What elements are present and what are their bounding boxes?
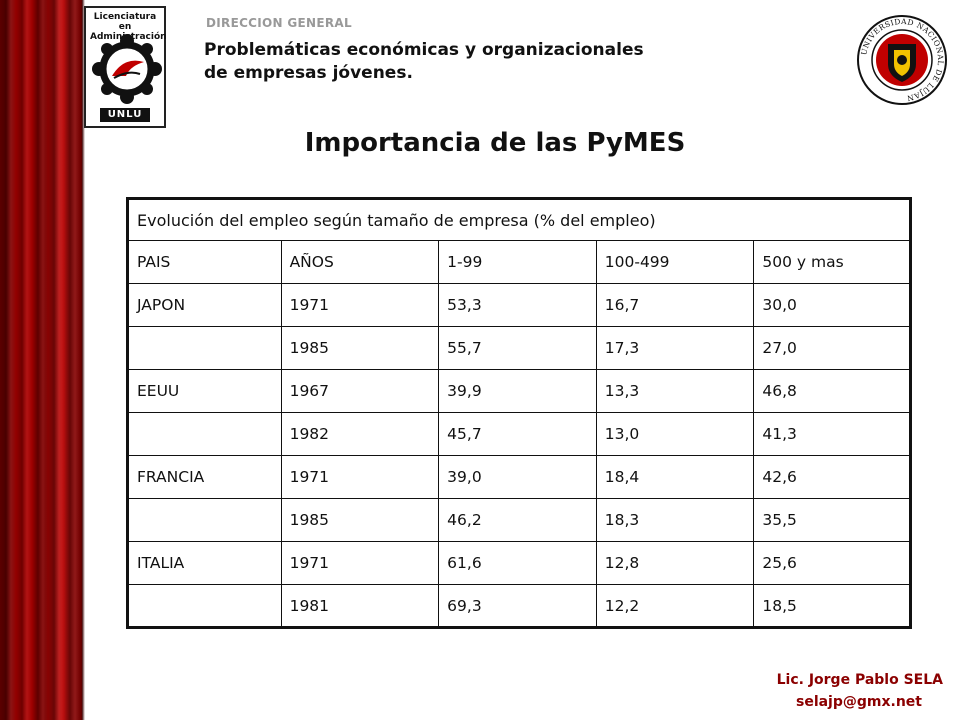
- cell-pais: EEUU: [127, 369, 282, 413]
- table-caption: Evolución del empleo según tamaño de emp…: [127, 198, 911, 241]
- cell-500-mas: 27,0: [753, 326, 911, 370]
- cell-anos: 1971: [280, 455, 440, 499]
- cell-100-499: 12,8: [595, 541, 755, 585]
- cell-1-99: 46,2: [438, 498, 597, 542]
- footer-author: Lic. Jorge Pablo SELA: [776, 672, 943, 688]
- page-title: Importancia de las PyMES: [304, 128, 686, 158]
- cell-100-499: 13,3: [595, 369, 755, 413]
- cell-1-99: 69,3: [438, 584, 597, 628]
- people-circle-icon: [92, 34, 162, 104]
- red-curtain-decoration: [0, 0, 82, 720]
- cell-anos: 1982: [280, 412, 440, 456]
- university-seal-icon: UNIVERSIDAD NACIONAL DE LUJAN: [857, 15, 947, 105]
- cell-1-99: 55,7: [438, 326, 597, 370]
- cell-500-mas: 35,5: [753, 498, 911, 542]
- cell-100-499: 18,4: [595, 455, 755, 499]
- table-header-row: PAIS AÑOS 1-99 100-499 500 y mas: [127, 240, 911, 284]
- table-row: 1985 55,7 17,3 27,0: [127, 326, 911, 370]
- cell-anos: 1985: [280, 326, 440, 370]
- cell-anos: 1971: [280, 541, 440, 585]
- table-row: FRANCIA 1971 39,0 18,4 42,6: [127, 455, 911, 499]
- unlu-badge: UNLU: [100, 108, 150, 122]
- cell-500-mas: 46,8: [753, 369, 911, 413]
- cell-anos: 1971: [280, 283, 440, 327]
- cell-1-99: 39,0: [438, 455, 597, 499]
- cell-500-mas: 18,5: [753, 584, 911, 628]
- cell-pais: FRANCIA: [127, 455, 282, 499]
- subtitle-line1: Problemáticas económicas y organizaciona…: [204, 40, 644, 60]
- cell-500-mas: 30,0: [753, 283, 911, 327]
- cell-500-mas: 42,6: [753, 455, 911, 499]
- cell-1-99: 39,9: [438, 369, 597, 413]
- table-row: 1982 45,7 13,0 41,3: [127, 412, 911, 456]
- cell-anos: 1981: [280, 584, 440, 628]
- cell-anos: 1985: [280, 498, 440, 542]
- header-pais: PAIS: [127, 240, 282, 284]
- employment-table: Evolución del empleo según tamaño de emp…: [126, 197, 912, 629]
- cell-1-99: 45,7: [438, 412, 597, 456]
- table-caption-row: Evolución del empleo según tamaño de emp…: [127, 198, 911, 241]
- cell-100-499: 16,7: [595, 283, 755, 327]
- cell-pais: JAPON: [127, 283, 282, 327]
- cell-pais: [127, 498, 282, 542]
- cell-pais: ITALIA: [127, 541, 282, 585]
- cell-100-499: 18,3: [595, 498, 755, 542]
- cell-100-499: 13,0: [595, 412, 755, 456]
- cell-pais: [127, 412, 282, 456]
- logo-text-line1: Licenciatura en: [93, 12, 157, 32]
- table-row: ITALIA 1971 61,6 12,8 25,6: [127, 541, 911, 585]
- cell-500-mas: 25,6: [753, 541, 911, 585]
- cell-100-499: 12,2: [595, 584, 755, 628]
- table-row: 1985 46,2 18,3 35,5: [127, 498, 911, 542]
- table-row: 1981 69,3 12,2 18,5: [127, 584, 911, 628]
- footer-email: selajp@gmx.net: [795, 694, 922, 710]
- curtain-edge: [82, 0, 85, 720]
- header-anos: AÑOS: [280, 240, 440, 284]
- table-row: EEUU 1967 39,9 13,3 46,8: [127, 369, 911, 413]
- cell-pais: [127, 326, 282, 370]
- cell-500-mas: 41,3: [753, 412, 911, 456]
- header-500-mas: 500 y mas: [753, 240, 911, 284]
- department-label: DIRECCION GENERAL: [206, 16, 352, 30]
- cell-pais: [127, 584, 282, 628]
- table-row: JAPON 1971 53,3 16,7 30,0: [127, 283, 911, 327]
- subtitle-line2: de empresas jóvenes.: [204, 63, 413, 83]
- header-100-499: 100-499: [595, 240, 755, 284]
- licenciatura-logo: Licenciatura en Administración UNLU: [84, 6, 167, 128]
- cell-anos: 1967: [280, 369, 440, 413]
- cell-1-99: 61,6: [438, 541, 597, 585]
- header-1-99: 1-99: [438, 240, 597, 284]
- cell-100-499: 17,3: [595, 326, 755, 370]
- cell-1-99: 53,3: [438, 283, 597, 327]
